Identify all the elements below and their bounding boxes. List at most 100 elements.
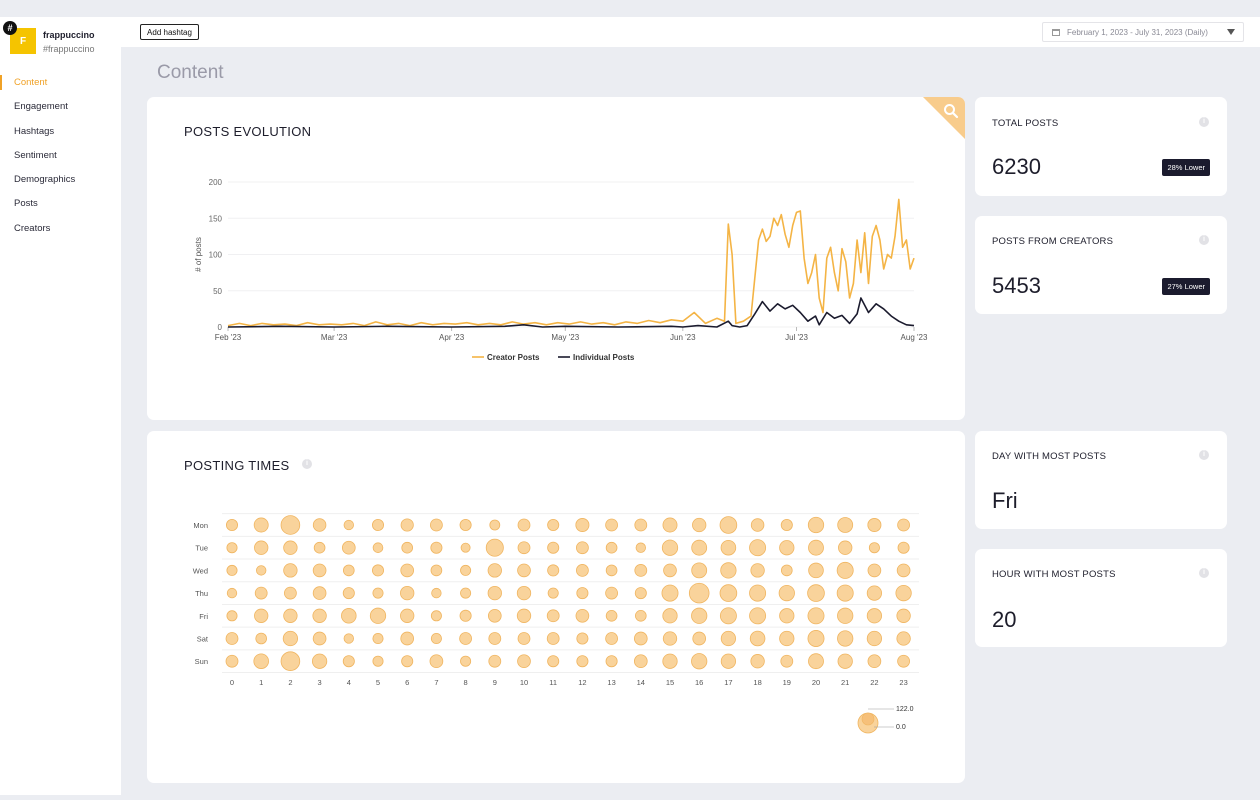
bubble: [516, 585, 532, 601]
bubble: [371, 518, 385, 532]
x-tick-label: 9: [493, 678, 497, 687]
chevron-down-icon[interactable]: [1227, 29, 1235, 35]
search-icon[interactable]: [943, 103, 959, 119]
bubble: [749, 539, 767, 557]
bubble: [837, 630, 854, 647]
bubble: [807, 516, 825, 534]
bubble: [633, 631, 648, 646]
y-tick-label: 200: [209, 178, 223, 187]
sidebar-item-content[interactable]: Content: [0, 74, 121, 98]
bubble: [897, 541, 910, 554]
bubble: [225, 632, 239, 645]
bubble: [312, 563, 327, 578]
bubble: [895, 584, 912, 602]
bubble: [836, 584, 854, 602]
info-icon[interactable]: i: [1199, 235, 1209, 245]
bubble: [688, 582, 710, 604]
bubble: [369, 607, 387, 624]
bubble: [283, 608, 298, 623]
bubble: [430, 564, 443, 577]
bubble: [400, 608, 415, 623]
bubble: [401, 541, 414, 554]
bubble: [341, 540, 356, 555]
bubble: [489, 519, 501, 531]
bubble: [282, 630, 299, 647]
bubble: [807, 584, 825, 602]
bubble: [779, 540, 795, 556]
posts-evolution-card: POSTS EVOLUTION 0 50 100 150 200 # of posts Fe…: [147, 97, 965, 420]
info-icon[interactable]: i: [1199, 568, 1209, 578]
bubble: [280, 651, 301, 671]
bubble: [343, 633, 354, 644]
sidebar-item-posts[interactable]: Posts: [14, 198, 38, 210]
bubble: [605, 518, 618, 532]
sidebar-item-engagement[interactable]: Engagement: [14, 101, 68, 113]
day-most-posts-value: Fri: [992, 488, 1018, 513]
bubble: [430, 610, 442, 622]
bubble: [576, 655, 589, 668]
bubble: [662, 631, 678, 646]
bubble: [662, 653, 678, 669]
bubble: [896, 608, 911, 623]
posts-evolution-chart: 0 50 100 150 200 # of posts Feb '23 Mar '23 Apr …: [194, 178, 928, 362]
hour-most-posts-label: HOUR WITH MOST POSTS: [992, 569, 1116, 580]
bubble: [779, 630, 795, 647]
x-tick-label: Aug '23: [901, 333, 928, 342]
y-tick-label: Thu: [195, 589, 208, 598]
bubble: [635, 542, 646, 553]
sidebar-item-demographics[interactable]: Demographics: [14, 174, 76, 186]
bubble: [256, 565, 267, 576]
x-tick-label: 14: [637, 678, 645, 687]
bubble: [720, 562, 737, 579]
x-tick-label: 18: [753, 678, 761, 687]
total-posts-card: TOTAL POSTS i 6230 28% Lower: [975, 97, 1227, 196]
sidebar-item-sentiment[interactable]: Sentiment: [14, 149, 57, 161]
bubble: [487, 608, 502, 623]
bubble: [605, 541, 618, 554]
bubble: [662, 517, 678, 533]
bubble: [459, 632, 472, 645]
bubble: [575, 518, 590, 532]
y-tick-label: Wed: [193, 566, 208, 575]
bubble: [371, 564, 385, 577]
day-most-posts-card: DAY WITH MOST POSTS i Fri: [975, 431, 1227, 529]
date-range-picker[interactable]: February 1, 2023 - July 31, 2023 (Daily): [1042, 22, 1244, 42]
total-posts-value: 6230: [992, 154, 1041, 179]
bubble: [284, 586, 297, 600]
sidebar-item-creators[interactable]: Creators: [14, 222, 51, 234]
bubble: [661, 539, 679, 556]
bubble: [429, 654, 444, 669]
x-tick-label: 17: [724, 678, 732, 687]
bubble: [459, 609, 472, 622]
bubble: [692, 517, 707, 533]
bubble: [400, 631, 415, 646]
bubble: [430, 518, 443, 532]
info-icon[interactable]: i: [1199, 117, 1209, 127]
info-icon[interactable]: i: [1199, 450, 1209, 460]
bubble: [896, 631, 911, 646]
hour-most-posts-value: 20: [992, 607, 1017, 632]
bubble: [487, 563, 502, 578]
sidebar-item-hashtags[interactable]: Hashtags: [14, 125, 55, 137]
bubble: [661, 584, 679, 602]
info-icon[interactable]: i: [302, 459, 312, 469]
bubble: [283, 540, 298, 555]
y-tick-label: Fri: [199, 612, 208, 621]
bubble: [691, 653, 708, 670]
bubble: [312, 608, 327, 623]
bubble: [897, 654, 910, 668]
bubble: [780, 654, 794, 668]
bubble: [634, 564, 648, 577]
bubble: [605, 564, 618, 577]
x-tick-label: 15: [666, 678, 674, 687]
bubble: [719, 607, 737, 625]
add-hashtag-button[interactable]: Add hashtag: [140, 24, 199, 40]
x-tick-label: 2: [288, 678, 292, 687]
x-tick-label: May '23: [551, 333, 579, 342]
x-tick-label: 8: [464, 678, 468, 687]
bubble: [867, 518, 882, 532]
y-axis-label: # of posts: [194, 237, 203, 272]
bubble: [576, 564, 589, 577]
bubble: [372, 587, 384, 599]
